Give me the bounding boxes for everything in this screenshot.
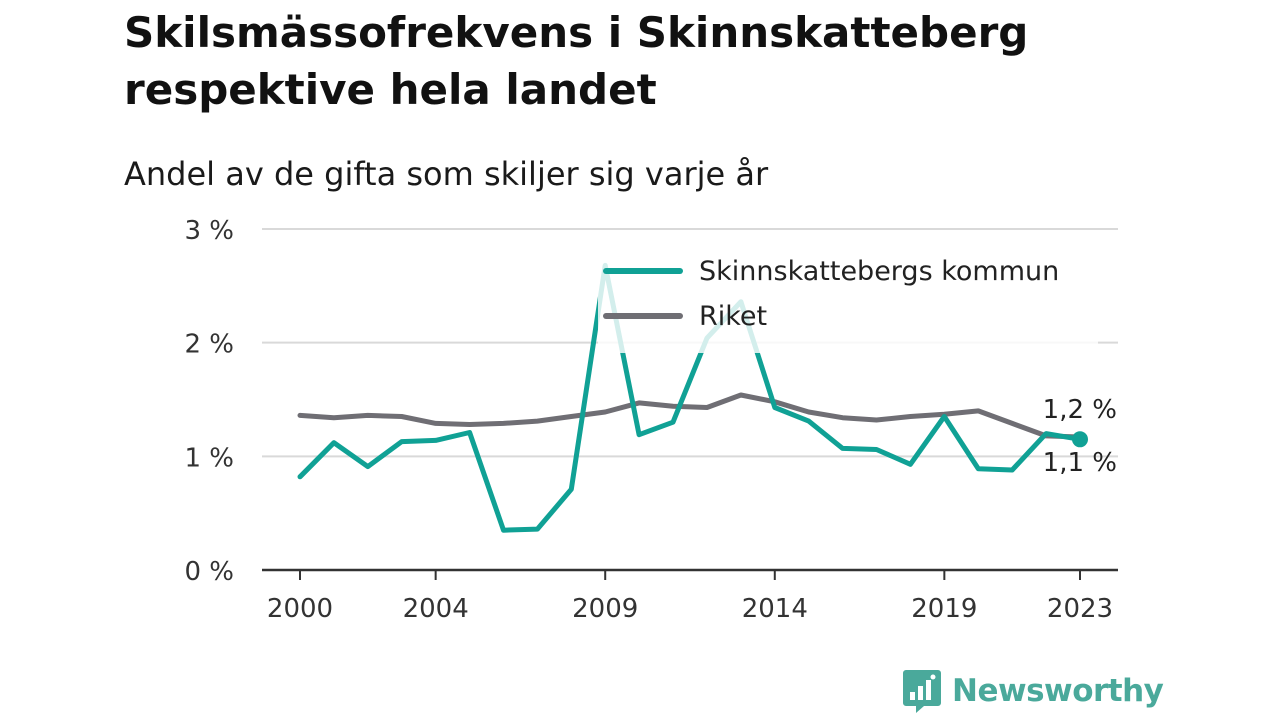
legend-label: Skinnskattebergs kommun — [699, 256, 1059, 287]
chart-title: Skilsmässofrekvens i Skinnskatteberg res… — [124, 8, 1029, 114]
y-axis-tick-labels: 0 % 1 % 2 % 3 % — [184, 216, 234, 587]
legend-label: Riket — [699, 301, 767, 332]
newsworthy-logo-icon — [903, 670, 941, 713]
y-tick-label: 1 % — [184, 443, 234, 473]
legend-background — [598, 248, 1098, 353]
x-tick-label: 2023 — [1047, 594, 1113, 624]
y-tick-label: 2 % — [184, 330, 234, 360]
y-tick-label: 0 % — [184, 557, 234, 587]
series-end-marker — [1072, 431, 1088, 448]
end-label-riket: 1,2 % — [1043, 395, 1117, 425]
x-tick-label: 2019 — [911, 594, 977, 624]
x-tick-label: 2000 — [267, 594, 333, 624]
end-labels: 1,2 % 1,1 % — [1043, 395, 1117, 478]
series-line-riket — [297, 392, 1083, 440]
x-axis-tick-labels: 2000 2004 2009 2014 2019 2023 — [267, 594, 1113, 624]
legend: Skinnskattebergs kommun Riket — [598, 248, 1098, 353]
brand-name: Newsworthy — [952, 673, 1164, 709]
y-tick-label: 3 % — [184, 216, 234, 246]
x-axis — [262, 568, 1118, 580]
series-line-skinnskatteberg — [297, 262, 1083, 533]
chart-subtitle: Andel av de gifta som skiljer sig varje … — [124, 155, 769, 193]
x-tick-label: 2004 — [403, 594, 469, 624]
series-lines — [297, 262, 1083, 533]
x-tick-label: 2009 — [572, 594, 638, 624]
x-tick-label: 2014 — [742, 594, 808, 624]
end-label-skinnskatteberg: 1,1 % — [1043, 448, 1117, 478]
brand-logo: Newsworthy — [902, 668, 1164, 714]
